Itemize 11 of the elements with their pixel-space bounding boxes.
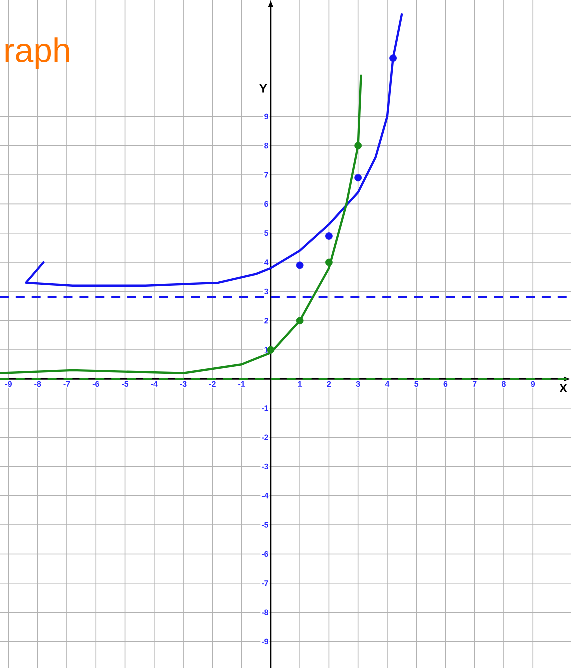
point xyxy=(296,317,304,325)
point xyxy=(326,232,333,240)
point xyxy=(296,262,304,270)
point xyxy=(354,142,362,150)
point xyxy=(326,258,333,266)
text: raph xyxy=(6,38,70,70)
point xyxy=(354,174,362,182)
point xyxy=(390,54,397,62)
x-axis-title: X xyxy=(560,384,568,393)
y-axis-title: Y xyxy=(260,84,268,93)
line-series xyxy=(0,74,362,374)
